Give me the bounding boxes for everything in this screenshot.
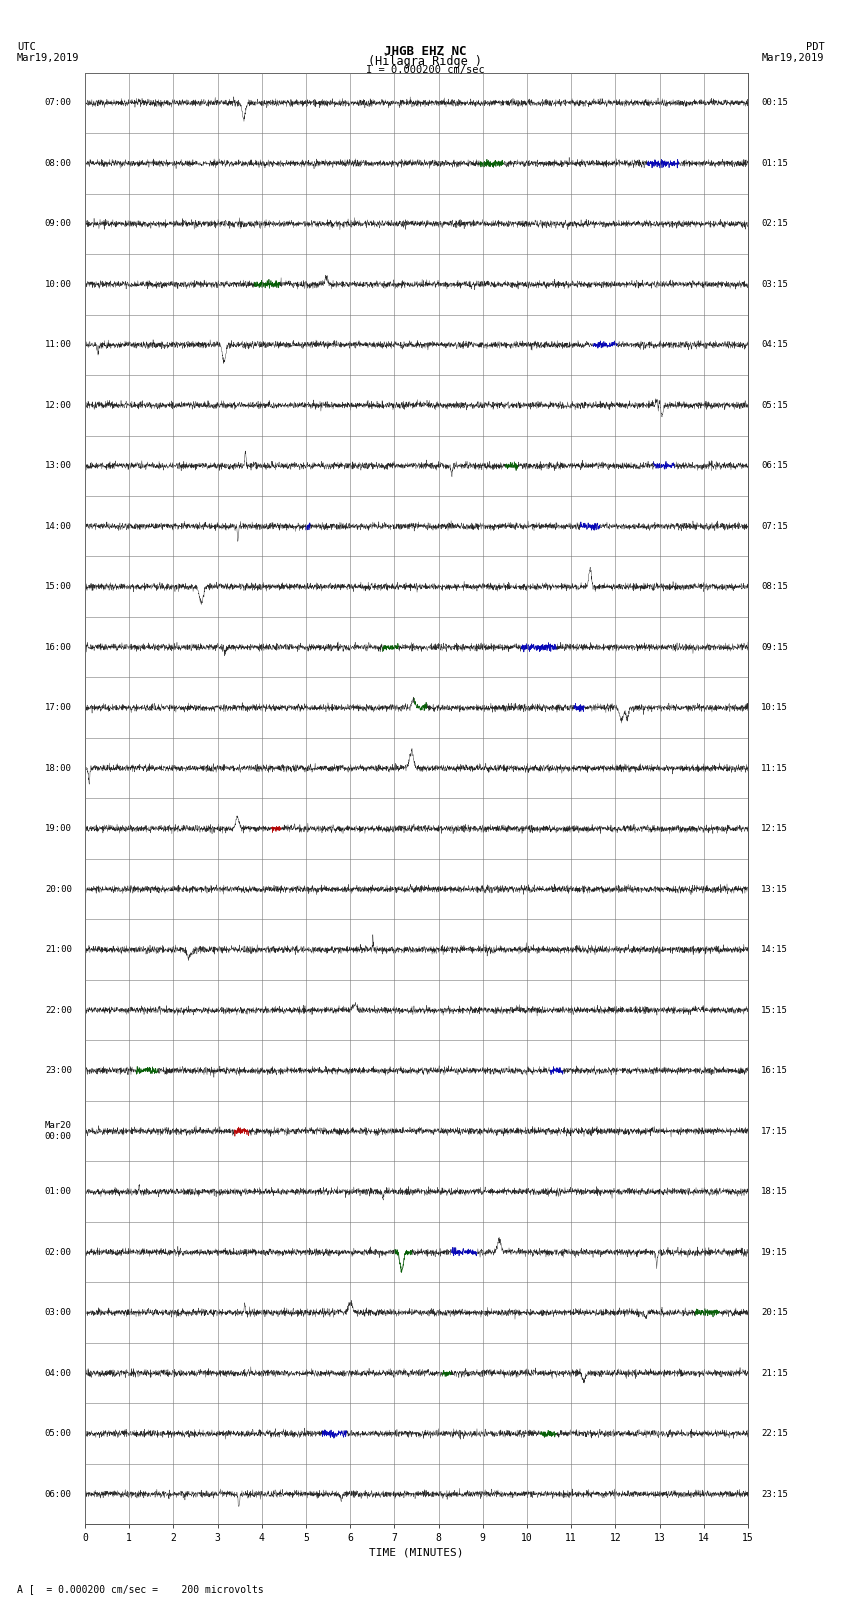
- Text: 06:00: 06:00: [45, 1489, 71, 1498]
- Text: Mar19,2019: Mar19,2019: [17, 53, 80, 63]
- Text: 11:15: 11:15: [762, 763, 788, 773]
- Text: 01:00: 01:00: [45, 1187, 71, 1197]
- Text: 10:00: 10:00: [45, 279, 71, 289]
- Text: I = 0.000200 cm/sec: I = 0.000200 cm/sec: [366, 65, 484, 74]
- Text: 09:00: 09:00: [45, 219, 71, 229]
- Text: 04:15: 04:15: [762, 340, 788, 350]
- Text: 07:15: 07:15: [762, 521, 788, 531]
- Text: PDT: PDT: [806, 42, 824, 52]
- Text: 15:00: 15:00: [45, 582, 71, 592]
- Text: 19:15: 19:15: [762, 1247, 788, 1257]
- Text: 19:00: 19:00: [45, 824, 71, 834]
- Text: 23:00: 23:00: [45, 1066, 71, 1076]
- Text: Mar20
00:00: Mar20 00:00: [45, 1121, 71, 1140]
- Text: 17:00: 17:00: [45, 703, 71, 713]
- Text: 12:00: 12:00: [45, 400, 71, 410]
- Text: 00:15: 00:15: [762, 98, 788, 108]
- Text: 12:15: 12:15: [762, 824, 788, 834]
- Text: 05:15: 05:15: [762, 400, 788, 410]
- Text: 18:15: 18:15: [762, 1187, 788, 1197]
- Text: 22:00: 22:00: [45, 1005, 71, 1015]
- Text: 07:00: 07:00: [45, 98, 71, 108]
- Text: 13:15: 13:15: [762, 884, 788, 894]
- Text: 02:00: 02:00: [45, 1247, 71, 1257]
- Text: 06:15: 06:15: [762, 461, 788, 471]
- Text: 21:15: 21:15: [762, 1368, 788, 1378]
- Text: (Hilagra Ridge ): (Hilagra Ridge ): [368, 55, 482, 68]
- Text: 05:00: 05:00: [45, 1429, 71, 1439]
- Text: 13:00: 13:00: [45, 461, 71, 471]
- Text: 16:15: 16:15: [762, 1066, 788, 1076]
- Text: 23:15: 23:15: [762, 1489, 788, 1498]
- Text: 08:00: 08:00: [45, 158, 71, 168]
- Text: 14:15: 14:15: [762, 945, 788, 955]
- Text: 11:00: 11:00: [45, 340, 71, 350]
- Text: 17:15: 17:15: [762, 1126, 788, 1136]
- Text: UTC: UTC: [17, 42, 36, 52]
- Text: JHGB EHZ NC: JHGB EHZ NC: [383, 45, 467, 58]
- Text: 14:00: 14:00: [45, 521, 71, 531]
- Text: Mar19,2019: Mar19,2019: [762, 53, 824, 63]
- Text: 03:00: 03:00: [45, 1308, 71, 1318]
- Text: 08:15: 08:15: [762, 582, 788, 592]
- Text: 09:15: 09:15: [762, 642, 788, 652]
- Text: 01:15: 01:15: [762, 158, 788, 168]
- Text: 03:15: 03:15: [762, 279, 788, 289]
- Text: 10:15: 10:15: [762, 703, 788, 713]
- Text: 15:15: 15:15: [762, 1005, 788, 1015]
- Text: A [  = 0.000200 cm/sec =    200 microvolts: A [ = 0.000200 cm/sec = 200 microvolts: [17, 1584, 264, 1594]
- Text: 21:00: 21:00: [45, 945, 71, 955]
- Text: 22:15: 22:15: [762, 1429, 788, 1439]
- Text: 16:00: 16:00: [45, 642, 71, 652]
- X-axis label: TIME (MINUTES): TIME (MINUTES): [369, 1547, 464, 1558]
- Text: 20:00: 20:00: [45, 884, 71, 894]
- Text: 04:00: 04:00: [45, 1368, 71, 1378]
- Text: 02:15: 02:15: [762, 219, 788, 229]
- Text: 20:15: 20:15: [762, 1308, 788, 1318]
- Text: 18:00: 18:00: [45, 763, 71, 773]
